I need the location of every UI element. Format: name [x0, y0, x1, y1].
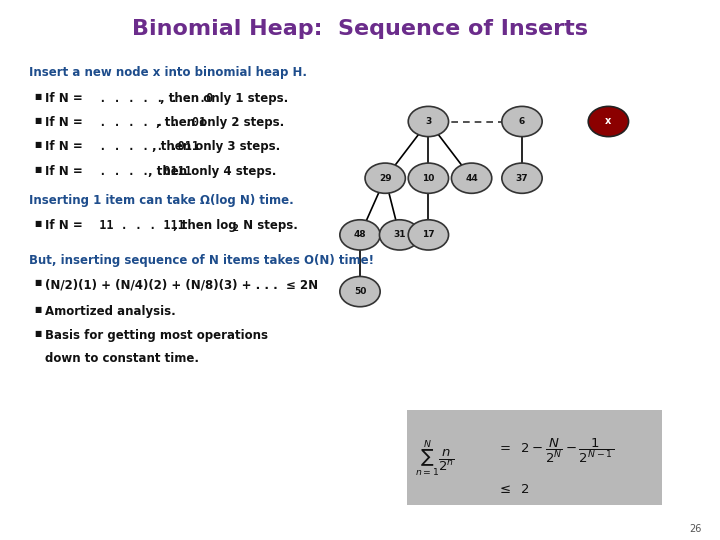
Text: , then only 2 steps.: , then only 2 steps.	[156, 116, 284, 129]
Text: 3: 3	[426, 117, 431, 126]
Text: $= \;\; 2 - \dfrac{N}{2^N} - \dfrac{1}{2^{N-1}}$: $= \;\; 2 - \dfrac{N}{2^N} - \dfrac{1}{2…	[497, 436, 614, 465]
Circle shape	[502, 106, 542, 137]
Text: ■: ■	[35, 165, 42, 174]
Text: Binomial Heap:  Sequence of Inserts: Binomial Heap: Sequence of Inserts	[132, 19, 588, 39]
Circle shape	[408, 106, 449, 137]
Text: 2: 2	[233, 224, 238, 233]
FancyBboxPatch shape	[407, 410, 662, 505]
Text: 26: 26	[690, 523, 702, 534]
Text: ■: ■	[35, 140, 42, 150]
Text: 48: 48	[354, 231, 366, 239]
Text: 44: 44	[465, 174, 478, 183]
Text: N steps.: N steps.	[239, 219, 298, 232]
Circle shape	[340, 276, 380, 307]
Circle shape	[408, 163, 449, 193]
Text: 31: 31	[393, 231, 406, 239]
Text: 17: 17	[422, 231, 435, 239]
Text: Insert a new node x into binomial heap H.: Insert a new node x into binomial heap H…	[29, 66, 307, 79]
Text: 50: 50	[354, 287, 366, 296]
Text: down to constant time.: down to constant time.	[45, 352, 199, 365]
Text: , then only 4 steps.: , then only 4 steps.	[148, 165, 276, 178]
Text: , then log: , then log	[173, 219, 236, 232]
Text: x: x	[606, 117, 611, 126]
Circle shape	[365, 163, 405, 193]
Text: . . . . .0111: . . . . .0111	[85, 165, 192, 178]
Text: ■: ■	[35, 219, 42, 228]
Text: If N =: If N =	[45, 116, 87, 129]
Text: . . . . . .011: . . . . . .011	[85, 140, 199, 153]
Text: If N =: If N =	[45, 140, 87, 153]
Text: Inserting 1 item can take Ω(log N) time.: Inserting 1 item can take Ω(log N) time.	[29, 194, 294, 207]
Text: 11 . . . 111: 11 . . . 111	[85, 219, 185, 232]
Circle shape	[408, 220, 449, 250]
Text: ■: ■	[35, 305, 42, 314]
Text: ■: ■	[35, 278, 42, 287]
Text: If N =: If N =	[45, 165, 87, 178]
Text: 6: 6	[519, 117, 525, 126]
Text: ■: ■	[35, 116, 42, 125]
Circle shape	[451, 163, 492, 193]
Circle shape	[588, 106, 629, 137]
Text: ■: ■	[35, 329, 42, 339]
Text: If N =: If N =	[45, 92, 87, 105]
Text: . . . . . . .01: . . . . . . .01	[85, 116, 206, 129]
Text: If N =: If N =	[45, 219, 87, 232]
Text: (N/2)(1) + (N/4)(2) + (N/8)(3) + . . .  ≤ 2N: (N/2)(1) + (N/4)(2) + (N/8)(3) + . . . ≤…	[45, 278, 318, 291]
Text: $\sum_{n=1}^{N} \dfrac{n}{2^n}$: $\sum_{n=1}^{N} \dfrac{n}{2^n}$	[415, 438, 455, 477]
Text: But, inserting sequence of N items takes O(N) time!: But, inserting sequence of N items takes…	[29, 254, 374, 267]
Text: 29: 29	[379, 174, 392, 183]
Text: , then only 1 steps.: , then only 1 steps.	[160, 92, 288, 105]
Text: 37: 37	[516, 174, 528, 183]
Circle shape	[379, 220, 420, 250]
Text: . . . . . . . .0: . . . . . . . .0	[85, 92, 213, 105]
Text: , then only 3 steps.: , then only 3 steps.	[152, 140, 280, 153]
Text: Amortized analysis.: Amortized analysis.	[45, 305, 176, 318]
Circle shape	[340, 220, 380, 250]
Text: ■: ■	[35, 92, 42, 101]
Text: 10: 10	[422, 174, 435, 183]
Text: Basis for getting most operations: Basis for getting most operations	[45, 329, 269, 342]
Text: $\leq \;\; 2$: $\leq \;\; 2$	[497, 483, 529, 496]
Circle shape	[502, 163, 542, 193]
